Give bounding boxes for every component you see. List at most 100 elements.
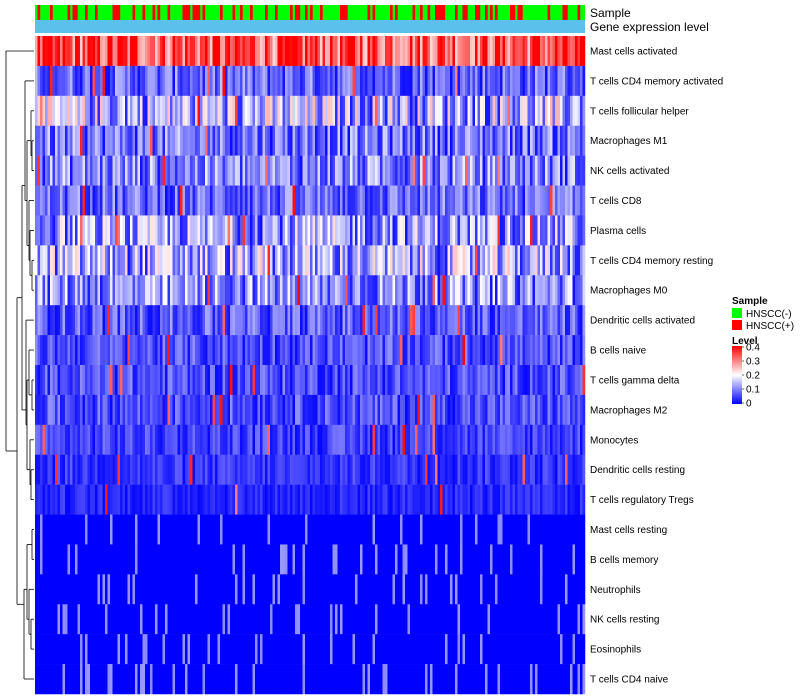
heatmap-cell <box>195 604 198 635</box>
heatmap-cell <box>262 245 266 276</box>
heatmap-cell <box>155 664 158 695</box>
heatmap-cell <box>222 95 226 126</box>
heatmap-cell <box>165 454 168 485</box>
heatmap-cell <box>275 275 278 306</box>
heatmap-cell <box>372 634 376 665</box>
heatmap-cell <box>202 424 206 455</box>
heatmap-cell <box>527 664 531 695</box>
heatmap-cell <box>362 574 366 605</box>
heatmap-cell <box>475 245 478 276</box>
heatmap-cell <box>320 664 323 695</box>
heatmap-cell <box>290 185 293 216</box>
heatmap-cell <box>180 394 183 426</box>
heatmap-cell <box>147 394 151 426</box>
heatmap-cell <box>340 544 343 575</box>
heatmap-cell <box>140 394 143 426</box>
heatmap-cell <box>502 365 506 396</box>
heatmap-cell <box>440 185 443 216</box>
heatmap-cell <box>210 95 213 126</box>
heatmap-cell <box>322 365 326 396</box>
heatmap-cell <box>237 65 241 97</box>
sample-positive-mark <box>462 5 466 20</box>
heatmap-cell <box>190 394 193 426</box>
heatmap-cell <box>492 365 496 396</box>
heatmap-cell <box>340 454 343 485</box>
heatmap-cell <box>162 634 166 665</box>
heatmap-cell <box>85 185 88 216</box>
heatmap-cell <box>155 125 158 156</box>
heatmap-cell <box>87 544 91 575</box>
heatmap-cell <box>130 514 133 545</box>
heatmap-cell <box>335 604 338 635</box>
heatmap-cell <box>210 514 213 545</box>
heatmap-cell <box>160 394 163 426</box>
heatmap-cell <box>262 514 266 545</box>
heatmap-cell <box>115 484 118 515</box>
heatmap-cell <box>545 365 548 396</box>
heatmap-cell <box>65 215 68 246</box>
heatmap-cell <box>40 125 43 156</box>
heatmap-cell <box>152 65 156 97</box>
heatmap-cell <box>177 484 181 515</box>
heatmap-cell <box>305 36 308 67</box>
heatmap-cell <box>40 514 43 545</box>
heatmap-cell <box>450 215 453 246</box>
heatmap-cell <box>127 335 131 366</box>
row-label: NK cells resting <box>590 615 659 626</box>
heatmap-cell <box>480 155 483 186</box>
heatmap-cell <box>447 604 451 635</box>
heatmap-cell <box>330 454 333 485</box>
heatmap-cell <box>285 155 288 186</box>
heatmap-cell <box>287 305 291 336</box>
heatmap-cell <box>530 514 533 545</box>
heatmap-cell <box>402 335 406 366</box>
heatmap-cell <box>272 215 276 246</box>
heatmap-cell <box>157 365 161 396</box>
heatmap-cell <box>55 275 58 306</box>
heatmap-cell <box>135 394 138 426</box>
heatmap-cell <box>550 215 553 246</box>
heatmap-cell <box>305 185 308 216</box>
heatmap-cell <box>277 36 281 67</box>
heatmap-cell <box>95 215 98 246</box>
heatmap-cell <box>535 484 538 515</box>
heatmap-cell <box>380 544 383 575</box>
heatmap-cell <box>482 454 486 485</box>
heatmap-cell <box>542 36 546 67</box>
heatmap-cell <box>550 95 553 126</box>
heatmap-cell <box>112 664 116 695</box>
heatmap-cell <box>85 335 88 366</box>
heatmap-cell <box>192 365 196 396</box>
heatmap-cell <box>447 335 451 366</box>
heatmap-cell <box>50 664 53 695</box>
heatmap-cell <box>207 365 211 396</box>
heatmap-cell <box>82 155 86 186</box>
heatmap-cell <box>85 574 88 605</box>
heatmap-cell <box>82 634 86 665</box>
heatmap-cell <box>427 664 431 695</box>
heatmap-cell <box>492 604 496 635</box>
heatmap-cell <box>90 185 93 216</box>
heatmap-cell <box>397 484 401 515</box>
heatmap-cell <box>252 125 256 156</box>
heatmap-cell <box>202 454 206 485</box>
heatmap-cell <box>270 604 273 635</box>
heatmap-cell <box>490 125 493 156</box>
heatmap-cell <box>180 544 183 575</box>
heatmap-cell <box>52 36 56 67</box>
heatmap-cell <box>117 95 121 126</box>
heatmap-cell <box>100 634 103 665</box>
heatmap-cell <box>290 305 293 336</box>
heatmap-cell <box>95 664 98 695</box>
heatmap-cell <box>557 634 561 665</box>
heatmap-cell <box>170 514 173 545</box>
heatmap-cell <box>325 604 328 635</box>
heatmap-cell <box>407 514 411 545</box>
heatmap-cell <box>445 155 448 186</box>
heatmap-cell <box>370 305 373 336</box>
heatmap-cell <box>360 514 363 545</box>
heatmap-cell <box>37 664 41 695</box>
heatmap-cell <box>272 604 276 635</box>
heatmap-cell <box>72 604 76 635</box>
